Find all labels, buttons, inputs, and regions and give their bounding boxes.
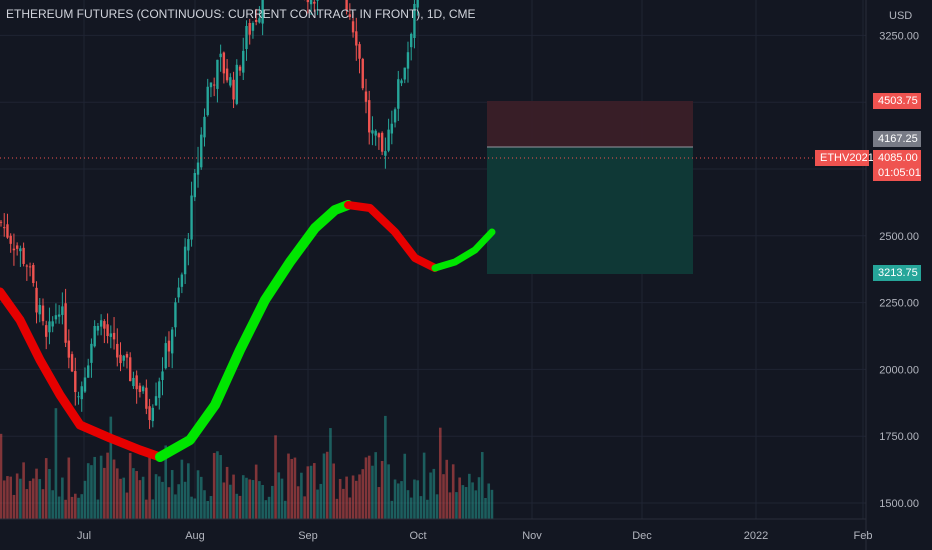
time-tick-label: Nov bbox=[522, 530, 542, 542]
symbol-tag: ETHV2021 bbox=[815, 150, 874, 166]
stop-price-tag: 4503.75 bbox=[873, 93, 921, 109]
time-scale[interactable]: Jul Aug Sep Oct Nov Dec 2022 Feb bbox=[0, 518, 873, 542]
time-tick-label: Aug bbox=[185, 530, 205, 542]
time-tick-label: Oct bbox=[409, 530, 426, 542]
price-tick-label: 1500.00 bbox=[879, 498, 919, 510]
currency-label: USD bbox=[889, 10, 913, 22]
target-price-tag: 3213.75 bbox=[873, 265, 921, 281]
price-tick-label: 2250.00 bbox=[879, 298, 919, 310]
price-tick-label: 3250.00 bbox=[879, 30, 919, 42]
price-tick-label: 2500.00 bbox=[879, 231, 919, 243]
candlesticks[interactable] bbox=[0, 0, 493, 429]
time-tick-label: 2022 bbox=[744, 530, 768, 542]
time-tick-label: Feb bbox=[854, 530, 873, 542]
countdown-tag: 01:05:01 bbox=[873, 165, 921, 181]
volume-bars bbox=[0, 408, 494, 519]
price-tick-label: 1750.00 bbox=[879, 431, 919, 443]
trend-ribbon bbox=[0, 200, 496, 462]
last-price-tag: 4085.00 bbox=[873, 150, 921, 166]
entry-price-tag: 4167.25 bbox=[873, 131, 921, 147]
time-tick-label: Dec bbox=[632, 530, 652, 542]
time-tick-label: Jul bbox=[77, 530, 91, 542]
position-tool[interactable] bbox=[487, 101, 693, 274]
price-tick-label: 2000.00 bbox=[879, 364, 919, 376]
time-tick-label: Sep bbox=[298, 530, 318, 542]
symbol-title: ETHEREUM FUTURES (CONTINUOUS: CURRENT CO… bbox=[6, 7, 476, 21]
